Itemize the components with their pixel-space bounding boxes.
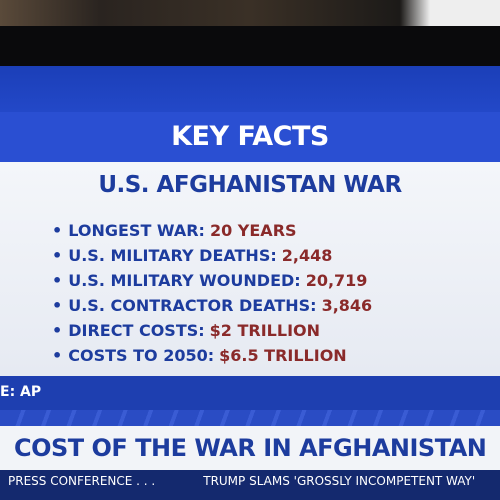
background-room — [0, 0, 500, 26]
panel-title: U.S. AFGHANISTAN WAR — [98, 172, 402, 198]
header-title: KEY FACTS — [0, 112, 500, 162]
facts-list: LONGEST WAR:20 YEARSU.S. MILITARY DEATHS… — [52, 218, 372, 368]
source-band — [0, 376, 500, 410]
tv-bezel — [0, 26, 500, 66]
fact-label: LONGEST WAR: — [68, 221, 205, 240]
fact-label: U.S. MILITARY DEATHS: — [68, 246, 277, 265]
fact-value: 20,719 — [305, 271, 368, 290]
source: E: AP — [0, 384, 42, 400]
fact-item: DIRECT COSTS:$2 TRILLION — [52, 318, 372, 343]
fact-value: $2 TRILLION — [209, 321, 321, 340]
news-ticker: PRESS CONFERENCE . . . TRUMP SLAMS 'GROSS… — [0, 470, 500, 500]
top-band — [0, 66, 500, 112]
fact-value: $6.5 TRILLION — [219, 346, 347, 365]
fact-item: U.S. MILITARY WOUNDED:20,719 — [52, 268, 372, 293]
fact-item: U.S. MILITARY DEATHS:2,448 — [52, 243, 372, 268]
fact-item: LONGEST WAR:20 YEARS — [52, 218, 372, 243]
fact-value: 20 YEARS — [209, 221, 297, 240]
fact-label: U.S. MILITARY WOUNDED: — [68, 271, 301, 290]
fact-item: COSTS TO 2050:$6.5 TRILLION — [52, 343, 372, 368]
ticker-item: TRUMP SLAMS 'GROSSLY INCOMPETENT WAY' — [203, 474, 476, 488]
stripe — [0, 410, 500, 426]
fact-label: DIRECT COSTS: — [68, 321, 205, 340]
fact-value: 3,846 — [321, 296, 373, 315]
ticker-item: PRESS CONFERENCE . . . — [8, 474, 156, 488]
fact-label: U.S. CONTRACTOR DEATHS: — [68, 296, 317, 315]
fact-label: COSTS TO 2050: — [68, 346, 215, 365]
fact-value: 2,448 — [281, 246, 333, 265]
fact-item: U.S. CONTRACTOR DEATHS:3,846 — [52, 293, 372, 318]
headline-banner: COST OF THE WAR IN AFGHANISTAN — [0, 426, 500, 470]
